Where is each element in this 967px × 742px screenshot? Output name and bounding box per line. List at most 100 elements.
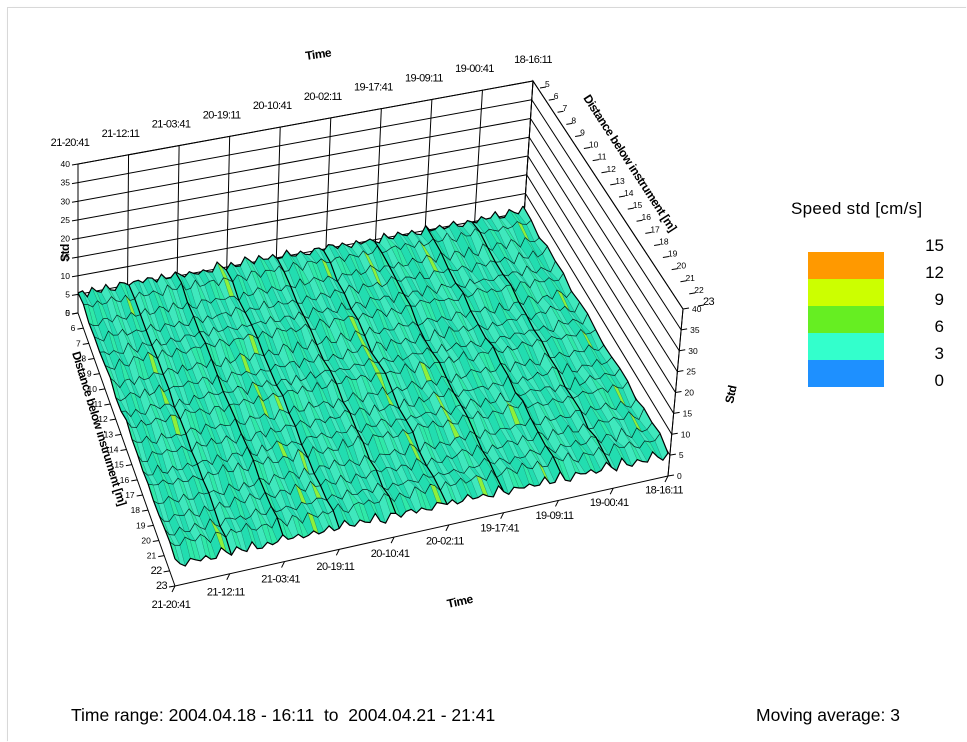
depth-tick-left bbox=[163, 570, 170, 573]
depth-tick-label-right: 9 bbox=[580, 127, 585, 137]
depth-tick-label-left: 8 bbox=[81, 354, 86, 364]
time-tick-label-top: 20-19:11 bbox=[203, 109, 241, 121]
front-axes bbox=[71, 86, 705, 593]
depth-tick-label-left: 19 bbox=[136, 520, 146, 530]
depth-tick-label-right: 23 bbox=[703, 296, 715, 308]
depth-tick-label-left: 11 bbox=[94, 399, 103, 409]
std-grid-line bbox=[77, 80, 534, 165]
depth-axis-title-right: Distance below instrument [m] bbox=[580, 92, 679, 234]
time-tick-label-top: 21-12:11 bbox=[102, 128, 140, 140]
depth-tick-label-right: 16 bbox=[642, 212, 652, 222]
time-ridge-line bbox=[374, 241, 505, 492]
time-tick-label-bottom: 20-10:41 bbox=[371, 548, 410, 560]
depth-tick-right bbox=[548, 98, 555, 101]
color-scale-title: Speed std [cm/s] bbox=[791, 199, 923, 218]
side-std-grid-line bbox=[527, 155, 676, 393]
time-ridge-line bbox=[471, 221, 613, 468]
depth-ridge-line bbox=[174, 450, 669, 567]
std-axis-title-left: Std bbox=[58, 244, 72, 262]
time-ridge-line bbox=[225, 269, 340, 529]
time-tick-label-bottom: 20-02:11 bbox=[426, 535, 464, 547]
time-tick-bottom bbox=[171, 585, 176, 593]
std-tick-label-right: 30 bbox=[688, 346, 698, 356]
time-tick-bottom bbox=[500, 512, 505, 519]
depth-tick-right bbox=[636, 219, 643, 222]
std-tick-label-right: 35 bbox=[690, 325, 700, 335]
std-tick-label-right: 20 bbox=[685, 388, 695, 398]
depth-tick-label-left: 14 bbox=[109, 445, 119, 455]
moving-average-text: Moving average: 3 bbox=[756, 705, 900, 725]
std-tick-right bbox=[673, 411, 680, 414]
time-tick-label-bottom: 21-20:41 bbox=[152, 599, 191, 611]
depth-tick-left bbox=[158, 555, 165, 558]
std-tick-label-right: 25 bbox=[686, 367, 696, 377]
time-range-text: Time range: 2004.04.18 - 16:11 to 2004.0… bbox=[71, 705, 496, 725]
depth-tick-label-left: 7 bbox=[76, 338, 81, 348]
std-grid-line bbox=[77, 118, 531, 202]
std-tick-right bbox=[671, 432, 678, 435]
time-tick-label-top: 21-03:41 bbox=[152, 119, 191, 131]
std-tick-label-left: 10 bbox=[61, 271, 71, 281]
std-tick-right bbox=[677, 370, 684, 373]
depth-tick-label-right: 21 bbox=[685, 273, 695, 283]
depth-tick-label-right: 14 bbox=[624, 188, 634, 198]
legend-level-label: 0 bbox=[934, 371, 944, 390]
legend-level-label: 15 bbox=[925, 236, 944, 255]
std-tick-left bbox=[71, 238, 79, 240]
std-tick-left bbox=[71, 219, 79, 222]
depth-tick-right bbox=[697, 304, 705, 307]
std-tick-label-left: 20 bbox=[61, 234, 71, 244]
std-grid-line bbox=[77, 99, 532, 184]
depth-tick-right bbox=[601, 171, 608, 174]
depth-tick-label-left: 15 bbox=[114, 460, 124, 470]
time-tick-label-top: 19-17:41 bbox=[354, 82, 393, 94]
depth-tick-label-right: 5 bbox=[545, 79, 550, 89]
std-grid-line bbox=[77, 155, 529, 239]
depth-tick-right bbox=[566, 122, 573, 125]
depth-tick-label-left: 5 bbox=[65, 308, 70, 318]
std-tick-left bbox=[71, 200, 79, 203]
legend-level-label: 3 bbox=[934, 344, 944, 363]
time-tick-label-bottom: 20-19:11 bbox=[316, 561, 354, 573]
depth-tick-label-left: 17 bbox=[125, 490, 135, 500]
time-tick-label-bottom: 21-03:41 bbox=[261, 574, 300, 586]
time-ridge-line bbox=[425, 225, 561, 473]
time-tick-label-bottom: 18-16:11 bbox=[645, 485, 683, 497]
depth-tick-label-right: 8 bbox=[571, 115, 576, 125]
time-tick-bottom bbox=[445, 524, 450, 532]
depth-tick-right bbox=[689, 292, 696, 295]
std-tick-right bbox=[679, 349, 686, 352]
time-tick-bottom bbox=[554, 500, 559, 507]
time-axis-title-bottom: Time bbox=[446, 592, 475, 611]
time-ridge-line bbox=[174, 271, 284, 536]
legend-swatch bbox=[808, 306, 884, 333]
time-tick-label-bottom: 19-17:41 bbox=[480, 523, 519, 535]
depth-tick-label-left: 23 bbox=[156, 580, 168, 592]
depth-tick-label-right: 7 bbox=[563, 103, 568, 113]
depth-tick-label-right: 10 bbox=[589, 140, 599, 150]
depth-tick-label-right: 12 bbox=[606, 164, 616, 174]
time-tick-bottom bbox=[609, 487, 614, 495]
std-tick-left bbox=[71, 163, 79, 166]
depth-tick-right bbox=[627, 207, 634, 210]
depth-tick-label-right: 18 bbox=[659, 236, 669, 246]
side-std-grid-line bbox=[532, 80, 684, 310]
depth-tick-right bbox=[583, 147, 590, 150]
depth-tick-label-right: 11 bbox=[598, 152, 607, 162]
depth-tick-label-left: 9 bbox=[87, 369, 92, 379]
time-ridge-line bbox=[128, 284, 233, 556]
legend-level-label: 6 bbox=[934, 317, 944, 336]
surface-mesh bbox=[77, 205, 669, 567]
std-tick-right bbox=[667, 474, 675, 477]
std-tick-label-left: 5 bbox=[65, 289, 70, 299]
depth-tick-left bbox=[88, 358, 95, 360]
std-tick-label-left: 40 bbox=[61, 159, 71, 169]
time-ridge-line bbox=[522, 205, 669, 454]
depth-tick-left bbox=[71, 312, 79, 315]
depth-tick-left bbox=[152, 540, 159, 542]
std-tick-label-left: 0 bbox=[65, 308, 70, 318]
depth-tick-right bbox=[592, 159, 599, 162]
time-tick-label-top: 19-00:41 bbox=[455, 63, 494, 75]
std-grid-line bbox=[77, 193, 526, 277]
tick-labels: 0510152025303540051015202530354056789101… bbox=[51, 54, 715, 611]
